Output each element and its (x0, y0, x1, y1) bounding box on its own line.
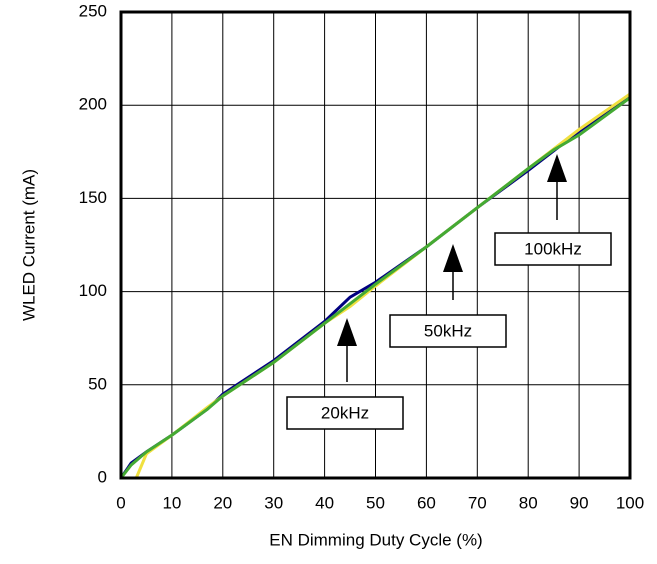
y-tick-label: 200 (79, 95, 107, 114)
x-tick-label: 100 (616, 493, 644, 512)
x-tick-label: 60 (417, 493, 436, 512)
arrow-head (337, 318, 357, 346)
plot-frame (119, 10, 632, 480)
x-tick-label: 0 (116, 493, 125, 512)
y-tick-label: 150 (79, 188, 107, 207)
annotation-box (494, 232, 612, 266)
y-tick-label: 100 (79, 281, 107, 300)
x-tick-label: 50 (366, 493, 385, 512)
annotation-box (389, 314, 507, 348)
y-tick-label: 50 (88, 374, 107, 393)
x-tick-label: 80 (519, 493, 538, 512)
annotation: 50kHz (424, 321, 472, 340)
y-tick-label: 0 (98, 467, 107, 486)
x-tick-label: 20 (213, 493, 232, 512)
x-tick-label: 10 (162, 493, 181, 512)
y-tick-label: 250 (79, 1, 107, 20)
arrow-head (547, 154, 567, 182)
annotation: 100kHz (524, 239, 582, 258)
y-axis-label: WLED Current (mA) (19, 169, 38, 321)
annotation: 20kHz (321, 403, 369, 422)
series-line (119, 96, 631, 479)
x-tick-label: 30 (264, 493, 283, 512)
x-tick-label: 70 (468, 493, 487, 512)
arrow-head (443, 244, 463, 272)
x-tick-label: 90 (570, 493, 589, 512)
x-axis-label: EN Dimming Duty Cycle (%) (269, 530, 482, 549)
annotation-box (286, 396, 404, 430)
x-tick-label: 40 (315, 493, 334, 512)
